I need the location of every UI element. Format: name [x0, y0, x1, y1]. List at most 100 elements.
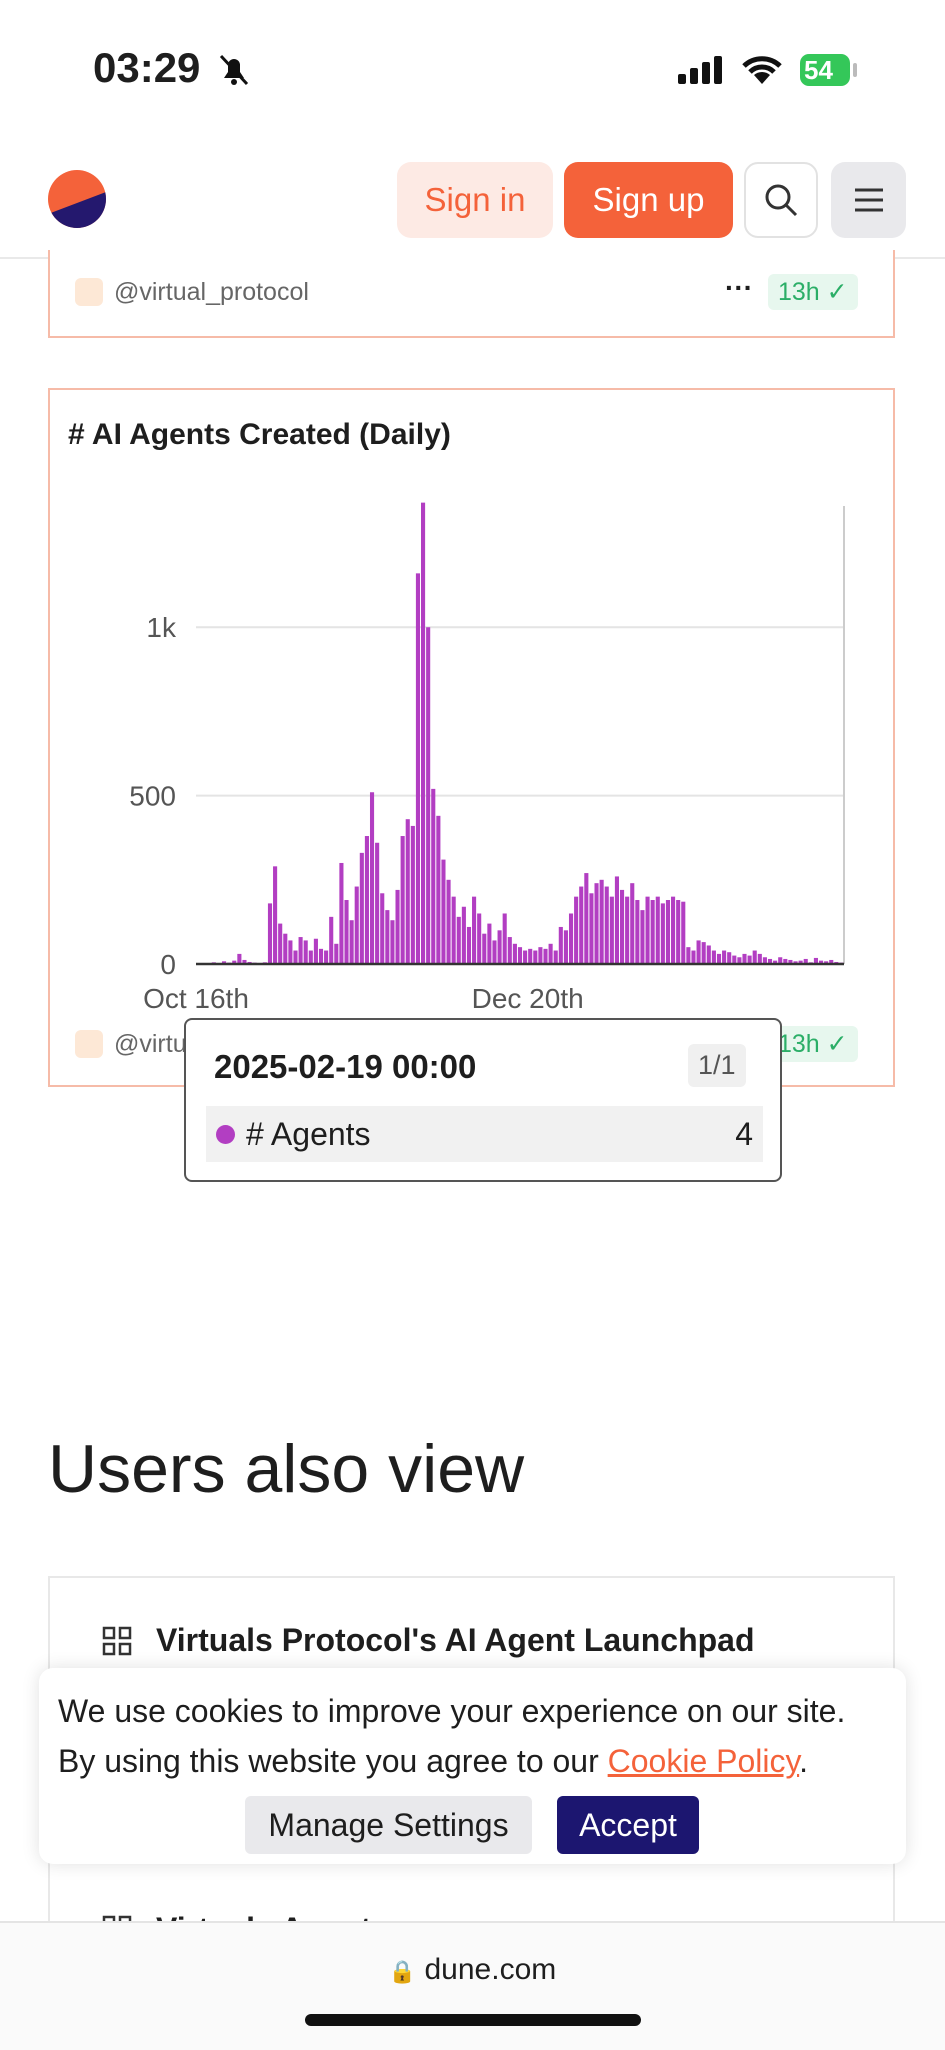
- bar: [472, 897, 476, 964]
- cookie-text: We use cookies to improve your experienc…: [58, 1686, 845, 1786]
- bar: [278, 924, 282, 964]
- bar: [375, 843, 379, 964]
- bar: [620, 890, 624, 964]
- bar: [350, 920, 354, 964]
- bar: [533, 951, 537, 964]
- bar: [579, 887, 583, 964]
- cookie-line: We use cookies to improve your experienc…: [58, 1686, 845, 1736]
- bar: [370, 792, 374, 964]
- bar: [503, 913, 507, 964]
- bar: [288, 940, 292, 964]
- bar: [528, 949, 532, 964]
- cookie-link[interactable]: Cookie Policy: [608, 1743, 799, 1779]
- bar: [646, 897, 650, 964]
- bar: [640, 910, 644, 964]
- bar: [594, 883, 598, 964]
- bar: [523, 951, 527, 964]
- bar: [549, 944, 553, 964]
- bar: [268, 903, 272, 964]
- bar: [625, 897, 629, 964]
- bar: [574, 897, 578, 964]
- browser-bar: 🔒 dune.com: [0, 1921, 945, 2050]
- bar: [457, 917, 461, 964]
- bar: [686, 947, 690, 964]
- bar: [329, 917, 333, 964]
- x-tick-label: Oct 16th: [143, 983, 249, 1014]
- bar: [334, 944, 338, 964]
- bar: [304, 940, 308, 964]
- legend-name: # Agents: [246, 1116, 371, 1153]
- bar: [421, 503, 425, 964]
- bar: [406, 819, 410, 964]
- bar: [360, 853, 364, 964]
- bar: [651, 900, 655, 964]
- bar: [477, 913, 481, 964]
- bar: [712, 951, 716, 964]
- y-tick-label: 500: [129, 781, 176, 812]
- bar: [395, 890, 399, 964]
- bar: [339, 863, 343, 964]
- bar: [615, 876, 619, 964]
- bar: [492, 940, 496, 964]
- accept-button[interactable]: Accept: [557, 1796, 699, 1854]
- cookie-banner: We use cookies to improve your experienc…: [39, 1668, 906, 1864]
- bar: [447, 880, 451, 964]
- bar: [401, 836, 405, 964]
- tooltip-page: 1/1: [688, 1044, 746, 1087]
- cookie-text: .: [799, 1743, 808, 1779]
- bar: [314, 939, 318, 964]
- bar: [319, 949, 323, 964]
- x-tick-label: Dec 20th: [472, 983, 584, 1014]
- url-text: dune.com: [425, 1953, 557, 1986]
- bar: [569, 913, 573, 964]
- bar: [380, 893, 384, 964]
- bar: [697, 940, 701, 964]
- related-item[interactable]: Virtuals Protocol's AI Agent Launchpad: [156, 1622, 755, 1659]
- bar: [559, 927, 563, 964]
- bar: [355, 887, 359, 964]
- tooltip-row: # Agents 4: [206, 1106, 763, 1162]
- bar: [452, 897, 456, 964]
- bar: [666, 900, 670, 964]
- bar: [498, 930, 502, 964]
- bar: [518, 947, 522, 964]
- bar: [584, 873, 588, 964]
- bar: [661, 903, 665, 964]
- bar: [411, 826, 415, 964]
- dashboard-icon: [102, 1626, 132, 1656]
- bar: [742, 954, 746, 964]
- bar: [237, 954, 241, 964]
- cookie-text: By using this website you agree to our: [58, 1743, 608, 1779]
- legend-dot: [216, 1125, 235, 1144]
- lock-icon: 🔒: [389, 1959, 416, 1984]
- bar: [722, 951, 726, 964]
- manage-settings-button[interactable]: Manage Settings: [245, 1796, 532, 1854]
- bar: [441, 860, 445, 964]
- bar: [487, 924, 491, 964]
- bar: [508, 937, 512, 964]
- url[interactable]: 🔒 dune.com: [0, 1953, 945, 1987]
- bar: [431, 789, 435, 964]
- bar: [727, 952, 731, 964]
- bar: [365, 836, 369, 964]
- tooltip-title: 2025-02-19 00:00: [214, 1048, 476, 1086]
- bar: [758, 954, 762, 964]
- bar: [344, 900, 348, 964]
- bar: [600, 880, 604, 964]
- bar: [416, 573, 420, 964]
- bar: [681, 902, 685, 964]
- bar: [554, 951, 558, 964]
- bar: [748, 956, 752, 964]
- bar: [732, 956, 736, 964]
- bar: [467, 927, 471, 964]
- bar: [324, 951, 328, 964]
- y-tick-label: 1k: [146, 612, 177, 643]
- bar: [610, 897, 614, 964]
- bar: [717, 954, 721, 964]
- cookie-line: By using this website you agree to our C…: [58, 1736, 845, 1786]
- bar: [589, 893, 593, 964]
- bar: [513, 944, 517, 964]
- tooltip-value: 4: [735, 1116, 753, 1153]
